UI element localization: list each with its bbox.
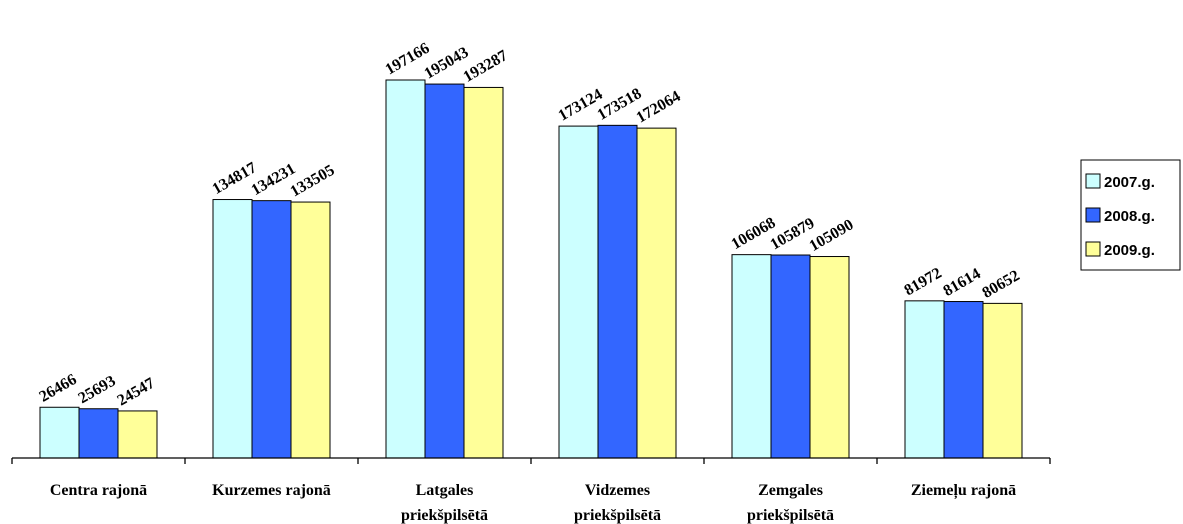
legend-swatch xyxy=(1085,173,1101,189)
data-label: 24547 xyxy=(115,375,158,410)
bar xyxy=(904,300,945,459)
bar xyxy=(424,83,465,459)
data-label: 133505 xyxy=(288,162,338,201)
data-label: 105090 xyxy=(807,216,857,255)
bar xyxy=(809,256,850,459)
bar xyxy=(212,199,253,459)
legend-label: 2008.g. xyxy=(1104,208,1155,225)
bars-group xyxy=(39,79,1023,459)
bar xyxy=(78,408,119,459)
bar xyxy=(39,406,80,459)
data-label: 106068 xyxy=(729,214,779,253)
data-label: 26466 xyxy=(37,371,80,406)
bar xyxy=(117,410,158,459)
category-label: priekšpilsētā xyxy=(401,507,488,524)
category-label: Latgales xyxy=(416,482,474,499)
category-label: Vidzemes xyxy=(585,482,650,499)
category-label: Kurzemes rajonā xyxy=(212,482,331,499)
category-label: priekšpilsētā xyxy=(747,507,834,524)
legend-swatch xyxy=(1085,241,1101,257)
bar xyxy=(385,79,426,459)
category-label: Zemgales xyxy=(758,482,823,499)
category-label: priekšpilsētā xyxy=(574,507,661,524)
x-axis-ticks xyxy=(11,458,1051,464)
bar xyxy=(731,254,772,459)
bar xyxy=(770,254,811,459)
bar xyxy=(251,200,292,459)
legend-swatch xyxy=(1085,207,1101,223)
legend-label: 2009.g. xyxy=(1104,242,1155,259)
bar xyxy=(558,125,599,459)
category-label: Ziemeļu rajonā xyxy=(911,482,1016,500)
legend: 2007.g. 2008.g. 2009.g. xyxy=(1080,159,1181,271)
data-label: 81614 xyxy=(941,265,984,300)
category-labels-group: Centra rajonā Kurzemes rajonā Latgales prie… xyxy=(50,482,1016,524)
bar xyxy=(982,302,1023,459)
bar xyxy=(636,127,677,459)
data-labels-group: 2646625693245471348171342311335051971661… xyxy=(37,40,1023,410)
data-label: 80652 xyxy=(980,267,1023,302)
data-label: 173124 xyxy=(556,86,606,125)
legend-label: 2007.g. xyxy=(1104,174,1155,191)
bar xyxy=(290,201,331,459)
bar xyxy=(943,301,984,459)
bar xyxy=(597,124,638,459)
data-label: 81972 xyxy=(902,265,945,300)
category-label: Centra rajonā xyxy=(50,482,147,499)
bar xyxy=(463,86,504,459)
data-label: 25693 xyxy=(76,372,119,407)
